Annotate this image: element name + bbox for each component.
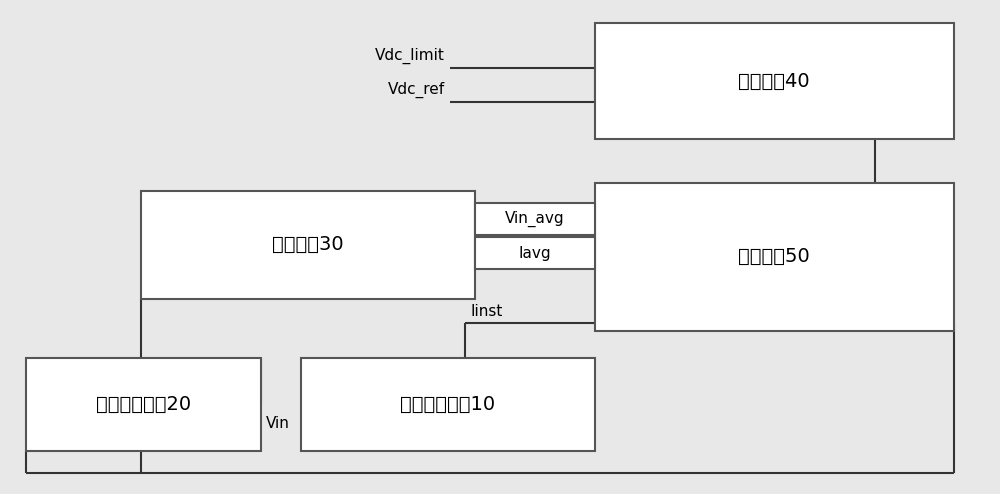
Text: 调节模块50: 调节模块50 <box>738 247 810 266</box>
Text: 计算模块30: 计算模块30 <box>272 235 344 254</box>
Bar <box>301 358 595 451</box>
Text: Vin: Vin <box>266 416 290 431</box>
Bar <box>141 191 475 298</box>
Text: 电压检测模块20: 电压检测模块20 <box>96 395 191 413</box>
Bar <box>26 358 261 451</box>
Bar <box>475 203 595 235</box>
Text: 电流检测模块10: 电流检测模块10 <box>400 395 495 413</box>
Text: Vdc_ref: Vdc_ref <box>388 82 445 98</box>
Text: Iavg: Iavg <box>519 246 551 261</box>
Bar <box>475 237 595 269</box>
Text: Vdc_limit: Vdc_limit <box>375 47 445 64</box>
Text: Vin_avg: Vin_avg <box>505 210 565 227</box>
Bar <box>595 183 954 330</box>
Bar <box>595 24 954 139</box>
Text: 获取模块40: 获取模块40 <box>738 72 810 91</box>
Text: Iinst: Iinst <box>470 304 502 319</box>
